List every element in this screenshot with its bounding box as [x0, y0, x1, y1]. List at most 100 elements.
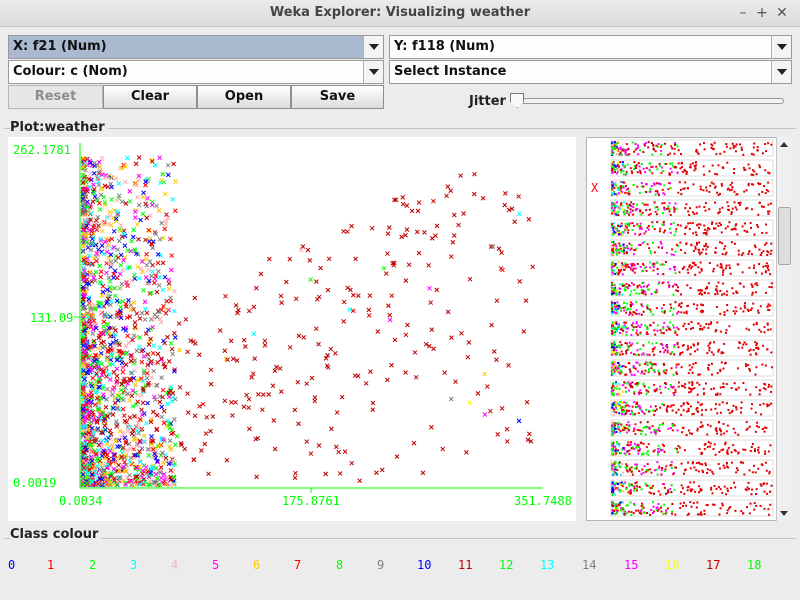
attribute-point [754, 291, 757, 294]
data-point [369, 225, 375, 231]
attribute-point [673, 207, 676, 210]
attribute-point [642, 292, 645, 295]
attribute-point [640, 213, 643, 216]
attribute-row[interactable] [610, 239, 774, 257]
attribute-point [755, 366, 758, 369]
attribute-row[interactable] [610, 279, 774, 297]
instance-select[interactable]: Select Instance [389, 60, 792, 84]
attribute-point [637, 162, 640, 164]
attribute-point [613, 193, 616, 195]
attribute-point [636, 333, 639, 336]
attribute-point [611, 312, 614, 315]
attribute-point [639, 222, 642, 225]
scatter-plot[interactable]: 262.1781 131.09 0.0019 0.0034 175.8761 3… [8, 137, 576, 521]
chevron-down-icon[interactable] [771, 36, 791, 58]
attribute-point [651, 313, 654, 316]
attribute-row[interactable] [610, 459, 774, 477]
jitter-slider-thumb[interactable] [510, 93, 524, 108]
attribute-point [762, 185, 765, 188]
attribute-point [614, 170, 616, 173]
attribute-row[interactable] [610, 339, 774, 357]
data-point [526, 216, 532, 222]
scatter-plot-svg[interactable]: 262.1781 131.09 0.0019 0.0034 175.8761 3… [8, 137, 576, 521]
attribute-panel[interactable]: X [586, 137, 792, 521]
data-point [111, 325, 117, 331]
data-point [279, 300, 284, 306]
attribute-point [714, 251, 717, 254]
attribute-row[interactable] [610, 499, 774, 517]
chevron-down-icon[interactable] [363, 36, 383, 58]
attribute-point [613, 247, 616, 250]
data-point [217, 328, 223, 333]
attribute-point [622, 326, 625, 329]
minimize-icon[interactable]: – [739, 5, 747, 21]
data-point [157, 399, 163, 405]
close-icon[interactable]: ✕ [776, 5, 788, 21]
attribute-point [745, 489, 748, 492]
maximize-icon[interactable]: + [756, 5, 768, 21]
data-point [185, 349, 190, 355]
jitter-slider[interactable] [516, 98, 784, 104]
attribute-bars-svg[interactable]: X [587, 138, 792, 521]
attribute-row[interactable] [610, 319, 774, 337]
attribute-point [612, 166, 615, 169]
attribute-point [637, 449, 640, 452]
data-point [98, 467, 103, 472]
data-point [91, 275, 96, 281]
attribute-point [664, 349, 667, 352]
attribute-row[interactable] [610, 359, 774, 377]
attribute-row[interactable] [610, 419, 774, 437]
data-point [304, 381, 310, 387]
attribute-point [630, 373, 633, 376]
attribute-point [611, 307, 614, 310]
attribute-row[interactable] [610, 179, 774, 197]
attribute-point [700, 413, 703, 416]
attribute-row[interactable] [610, 219, 774, 237]
attribute-point [646, 243, 649, 246]
attribute-row[interactable] [610, 479, 774, 497]
attribute-point [644, 324, 646, 327]
attribute-point [617, 369, 620, 372]
open-button[interactable]: Open [197, 85, 291, 109]
attribute-point [703, 224, 706, 227]
attribute-point [611, 202, 614, 205]
attribute-row[interactable] [610, 259, 774, 277]
chevron-down-icon[interactable] [771, 61, 791, 83]
attribute-point [646, 326, 649, 329]
reset-button[interactable]: Reset [8, 85, 103, 109]
attribute-row[interactable] [610, 159, 774, 177]
data-point [125, 447, 130, 453]
attribute-point [637, 243, 640, 246]
y-axis-select[interactable]: Y: f118 (Num) [389, 35, 792, 59]
attribute-point [658, 162, 661, 165]
attribute-row[interactable] [610, 399, 774, 417]
attribute-point [618, 192, 621, 195]
attribute-point [746, 427, 749, 430]
attribute-point [632, 213, 635, 216]
save-button[interactable]: Save [291, 85, 384, 109]
attribute-point [731, 186, 734, 189]
data-point [464, 449, 469, 455]
attribute-row[interactable] [610, 199, 774, 217]
attribute-row[interactable] [610, 439, 774, 457]
attribute-row[interactable] [610, 379, 774, 397]
attribute-point [646, 463, 649, 465]
attribute-point [632, 512, 635, 515]
attribute-row[interactable] [610, 299, 774, 317]
attribute-point [719, 370, 722, 373]
attribute-point [755, 493, 757, 495]
attribute-row[interactable] [610, 139, 774, 157]
data-point [172, 442, 178, 448]
attribute-rows[interactable] [610, 139, 774, 517]
x-axis-select[interactable]: X: f21 (Num) [8, 35, 384, 59]
data-point [98, 192, 104, 198]
attribute-point [642, 185, 645, 188]
colour-select[interactable]: Colour: c (Nom) [8, 60, 384, 84]
data-point [96, 456, 102, 461]
attribute-point [676, 447, 678, 450]
attribute-point [623, 309, 626, 312]
clear-button[interactable]: Clear [103, 85, 197, 109]
attribute-point [683, 449, 686, 452]
data-point [235, 310, 240, 316]
chevron-down-icon[interactable] [363, 61, 383, 83]
